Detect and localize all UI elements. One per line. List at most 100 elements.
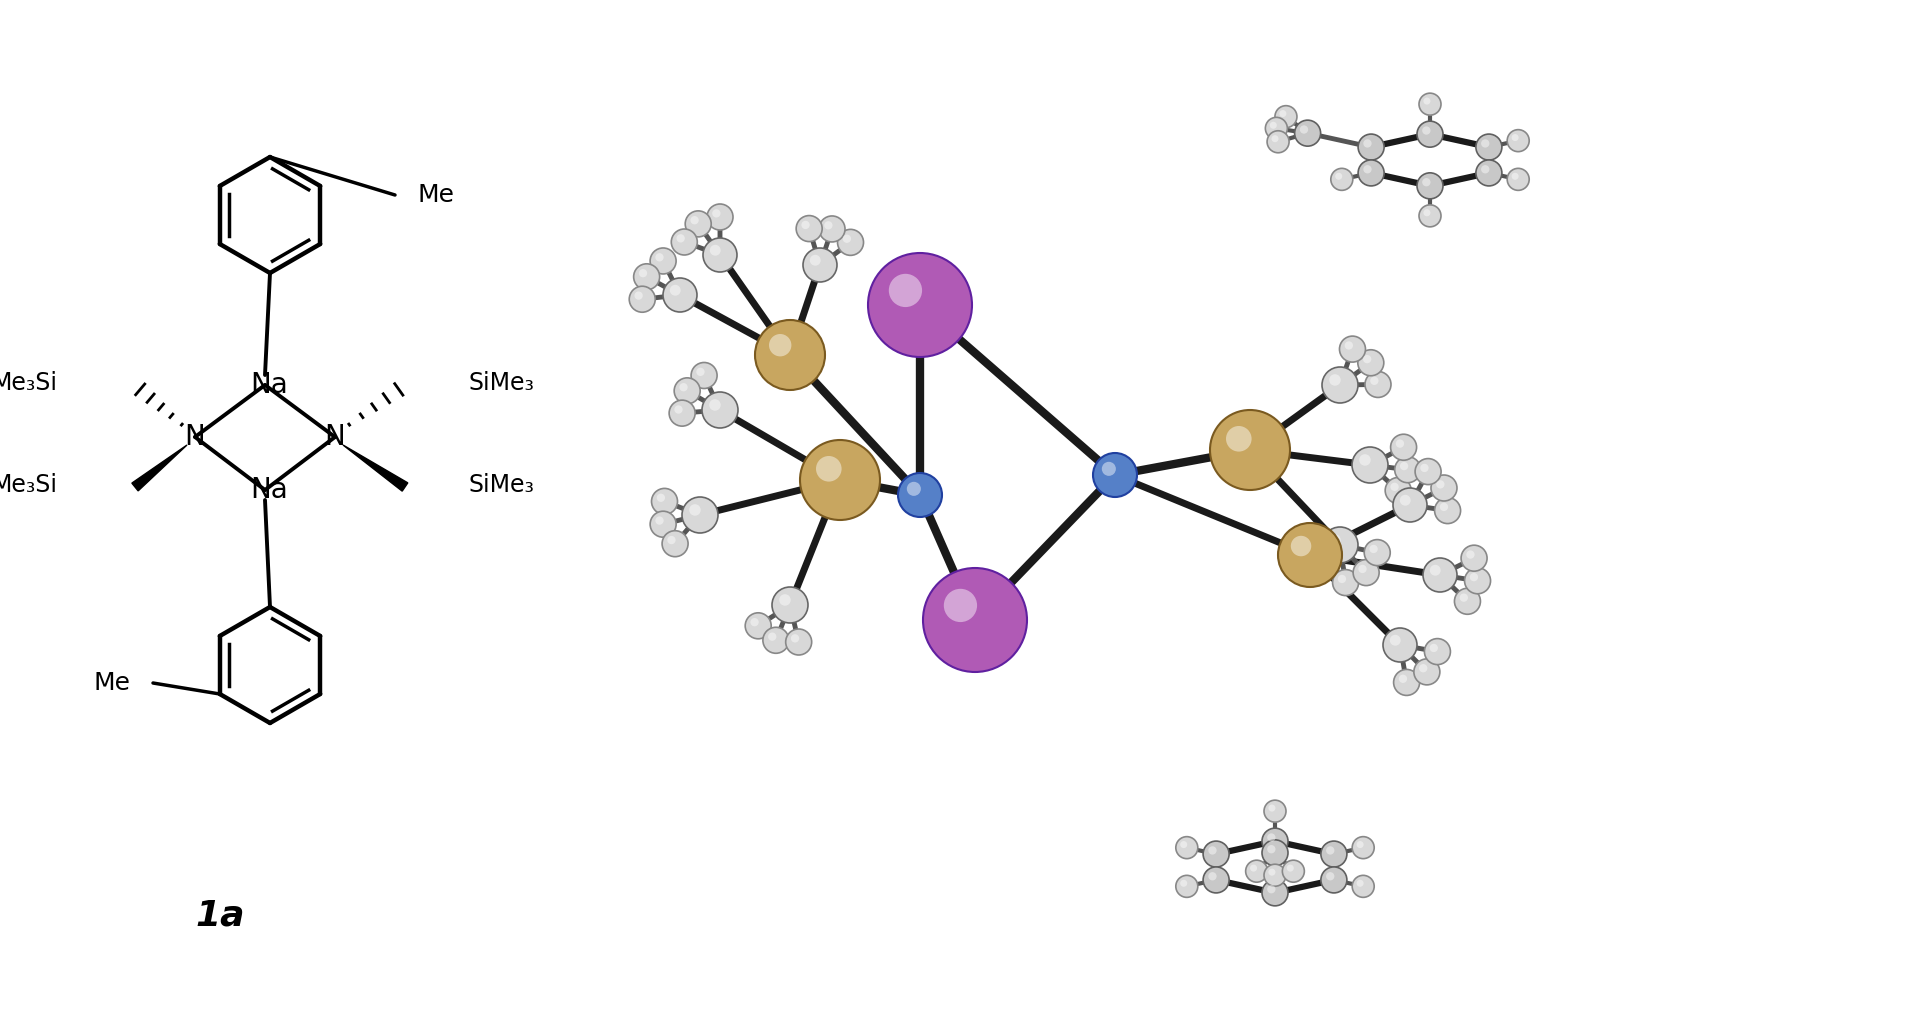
Circle shape <box>1423 209 1430 216</box>
Circle shape <box>785 629 812 655</box>
Circle shape <box>1390 482 1398 491</box>
Circle shape <box>1423 126 1430 135</box>
Circle shape <box>762 627 789 653</box>
Circle shape <box>1267 130 1288 153</box>
Circle shape <box>1419 205 1442 227</box>
Circle shape <box>791 634 799 643</box>
Circle shape <box>1371 377 1379 385</box>
Circle shape <box>1340 336 1365 362</box>
Circle shape <box>685 211 710 237</box>
Circle shape <box>810 255 820 266</box>
Circle shape <box>889 274 922 307</box>
Circle shape <box>1430 644 1438 652</box>
Circle shape <box>1419 664 1427 673</box>
Circle shape <box>1267 833 1275 841</box>
Circle shape <box>1327 847 1334 855</box>
Circle shape <box>1321 867 1348 893</box>
Circle shape <box>1329 375 1340 386</box>
Circle shape <box>1400 495 1411 506</box>
Circle shape <box>1263 800 1286 822</box>
Circle shape <box>1175 836 1198 859</box>
Circle shape <box>768 632 776 641</box>
Circle shape <box>1331 169 1354 190</box>
Circle shape <box>1423 97 1430 105</box>
Circle shape <box>1459 593 1469 601</box>
Circle shape <box>651 248 676 274</box>
Circle shape <box>1434 498 1461 524</box>
Circle shape <box>1352 447 1388 483</box>
Circle shape <box>1267 845 1275 854</box>
Circle shape <box>1469 573 1478 582</box>
Circle shape <box>1204 867 1229 893</box>
Circle shape <box>662 531 687 557</box>
Circle shape <box>801 440 879 520</box>
Circle shape <box>797 215 822 241</box>
Circle shape <box>868 253 972 357</box>
Circle shape <box>1271 136 1279 142</box>
Circle shape <box>1400 675 1407 683</box>
Circle shape <box>1476 135 1501 160</box>
Circle shape <box>668 536 676 544</box>
Circle shape <box>906 482 922 496</box>
Circle shape <box>674 378 701 404</box>
Circle shape <box>1461 545 1488 571</box>
Circle shape <box>824 221 833 230</box>
Circle shape <box>655 516 664 525</box>
Circle shape <box>755 320 826 390</box>
Text: Na: Na <box>250 476 288 504</box>
Circle shape <box>1430 475 1457 501</box>
Circle shape <box>1208 873 1217 881</box>
Circle shape <box>1357 160 1384 186</box>
Circle shape <box>1327 873 1334 881</box>
Circle shape <box>1283 860 1304 882</box>
Circle shape <box>662 278 697 312</box>
Circle shape <box>1294 120 1321 146</box>
Circle shape <box>1332 569 1359 595</box>
Circle shape <box>899 473 943 518</box>
Circle shape <box>1400 462 1407 470</box>
Circle shape <box>1321 841 1348 867</box>
Circle shape <box>1357 350 1384 376</box>
Circle shape <box>770 334 791 356</box>
Circle shape <box>1261 880 1288 906</box>
Text: Me: Me <box>419 183 455 207</box>
Circle shape <box>780 594 791 605</box>
Text: N: N <box>324 423 346 451</box>
Circle shape <box>1363 355 1371 363</box>
Circle shape <box>1476 160 1501 186</box>
Circle shape <box>772 587 808 623</box>
Circle shape <box>1357 565 1367 573</box>
Circle shape <box>1263 864 1286 886</box>
Circle shape <box>1227 426 1252 451</box>
Circle shape <box>1250 864 1258 871</box>
Circle shape <box>1384 477 1411 503</box>
Circle shape <box>1357 841 1363 848</box>
Circle shape <box>1467 551 1475 559</box>
Circle shape <box>1208 847 1217 855</box>
Circle shape <box>1415 459 1442 484</box>
Circle shape <box>1419 93 1442 115</box>
Circle shape <box>1357 135 1384 160</box>
Circle shape <box>1394 487 1427 522</box>
Text: N: N <box>184 423 205 451</box>
Circle shape <box>1423 558 1457 592</box>
Circle shape <box>1480 140 1490 148</box>
Circle shape <box>691 362 716 388</box>
Circle shape <box>1323 527 1357 563</box>
Text: 1a: 1a <box>196 898 244 932</box>
Circle shape <box>655 254 664 262</box>
Circle shape <box>1269 804 1275 811</box>
Circle shape <box>691 216 699 225</box>
Circle shape <box>1246 860 1267 882</box>
Circle shape <box>1181 880 1187 887</box>
Circle shape <box>1352 876 1375 897</box>
Circle shape <box>1394 670 1419 696</box>
Circle shape <box>843 235 851 243</box>
Circle shape <box>1455 588 1480 615</box>
Circle shape <box>1363 166 1371 174</box>
Circle shape <box>1413 659 1440 685</box>
Circle shape <box>674 406 684 414</box>
Circle shape <box>1396 440 1404 448</box>
Text: Me: Me <box>92 671 131 694</box>
Text: Me₃Si: Me₃Si <box>0 371 58 395</box>
